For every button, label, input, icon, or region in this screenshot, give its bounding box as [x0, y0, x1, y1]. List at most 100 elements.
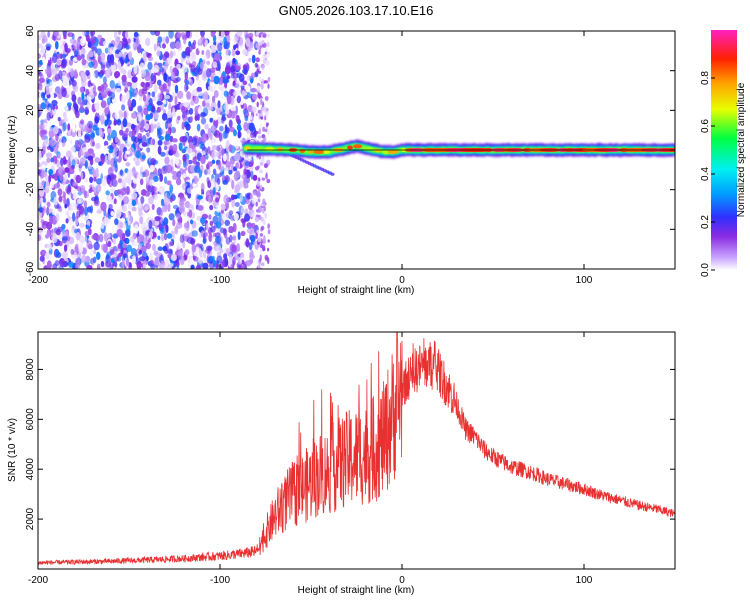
heatmap-cell [188, 209, 193, 218]
heatmap-cell [156, 50, 161, 57]
heatmap-cell [86, 264, 93, 269]
heatmap-cell [48, 129, 55, 139]
ridge-peak [313, 150, 325, 154]
heatmap-cell [98, 127, 103, 137]
heatmap-cell [196, 86, 202, 93]
heatmap-cell [79, 235, 86, 244]
heatmap-cell [206, 245, 213, 252]
heatmap-cell [131, 98, 137, 108]
heatmap-cell [219, 125, 224, 132]
heatmap-cell [240, 262, 247, 269]
heatmap-cell [236, 80, 240, 90]
heatmap-cell [60, 157, 64, 167]
heatmap-cell [106, 232, 111, 239]
heatmap-cell [188, 142, 193, 149]
heatmap-cell [48, 208, 53, 214]
heatmap-cell [213, 75, 220, 85]
heatmap-cell [156, 127, 163, 136]
heatmap-cell [239, 193, 243, 202]
heatmap-cell [176, 264, 180, 269]
heatmap-cell [62, 76, 69, 87]
heatmap-cell [150, 158, 157, 166]
heatmap-cell [198, 45, 202, 52]
heatmap-cell [70, 68, 75, 78]
heatmap-cell [93, 256, 97, 264]
heatmap-cell [71, 80, 77, 87]
heatmap-cell [102, 40, 108, 46]
heatmap-cell [71, 94, 77, 102]
heatmap-cell [149, 252, 153, 261]
heatmap-cell [131, 206, 137, 212]
heatmap-cell [202, 133, 207, 143]
heatmap-cell [71, 187, 76, 194]
heatmap-cell [122, 39, 129, 46]
heatmap-cell [259, 162, 264, 166]
heatmap-cell [187, 236, 194, 244]
heatmap-cell [140, 81, 146, 87]
heatmap-cell [72, 181, 78, 187]
heatmap-cell [80, 54, 85, 60]
heatmap-cell [172, 128, 176, 134]
heatmap-cell [142, 94, 147, 102]
heatmap-cell [157, 36, 163, 44]
heatmap-cell [105, 190, 110, 196]
heatmap-cell [144, 203, 151, 210]
heatmap-cell [265, 60, 270, 66]
heatmap-cell [233, 129, 237, 137]
heatmap-cell [245, 33, 251, 39]
heatmap-cell [176, 63, 181, 69]
heatmap-cell [193, 31, 200, 39]
heatmap-cell [183, 38, 187, 45]
heatmap-cell [231, 106, 237, 112]
heatmap-cell [211, 255, 215, 262]
heatmap-cell [223, 90, 229, 97]
heatmap-cell [147, 61, 153, 71]
heatmap-cell [264, 115, 267, 121]
heatmap-cell [49, 91, 55, 101]
heatmap-cell [240, 230, 246, 237]
heatmap-cell [200, 155, 206, 165]
heatmap-cell [249, 160, 254, 166]
heatmap-cell [235, 171, 240, 179]
heatmap-cell [51, 209, 56, 216]
heatmap-cell [87, 41, 92, 48]
heatmap-cell [236, 31, 243, 37]
heatmap-cell [176, 32, 182, 38]
heatmap-cell [137, 105, 143, 113]
heatmap-cell [245, 85, 251, 93]
heatmap-cell [209, 261, 215, 269]
heatmap-cell [131, 128, 136, 137]
heatmap-cell [201, 251, 208, 260]
heatmap-cell [55, 40, 59, 50]
bottom-y-axis-label: SNR (10 * v/v) [7, 418, 18, 482]
heatmap-cell [185, 79, 189, 86]
heatmap-cell [257, 44, 260, 51]
heatmap-cell [222, 153, 227, 162]
heatmap-cell [100, 201, 107, 212]
heatmap-cell [165, 122, 173, 129]
heatmap-cell [38, 43, 43, 49]
heatmap-cell [250, 212, 257, 220]
heatmap-cell [111, 179, 118, 188]
heatmap-cell [162, 36, 166, 44]
heatmap-cell [64, 167, 70, 173]
heatmap-cell [81, 99, 88, 106]
heatmap-cell [211, 151, 215, 159]
heatmap-cell [88, 165, 92, 170]
heatmap-cell [255, 232, 258, 240]
snr-series [38, 332, 675, 566]
heatmap-cell [140, 69, 147, 78]
heatmap-cell [224, 186, 228, 195]
heatmap-cell [42, 145, 46, 155]
heatmap-cell [114, 71, 121, 78]
heatmap-cell [53, 196, 58, 206]
heatmap-cell [164, 249, 170, 254]
heatmap-cell [135, 160, 141, 166]
heatmap-cell [38, 72, 43, 77]
heatmap-cell [66, 197, 70, 207]
heatmap-cell [242, 48, 248, 56]
snr-line [38, 332, 675, 566]
heatmap-cell [192, 155, 197, 165]
heatmap-cell [244, 213, 251, 222]
